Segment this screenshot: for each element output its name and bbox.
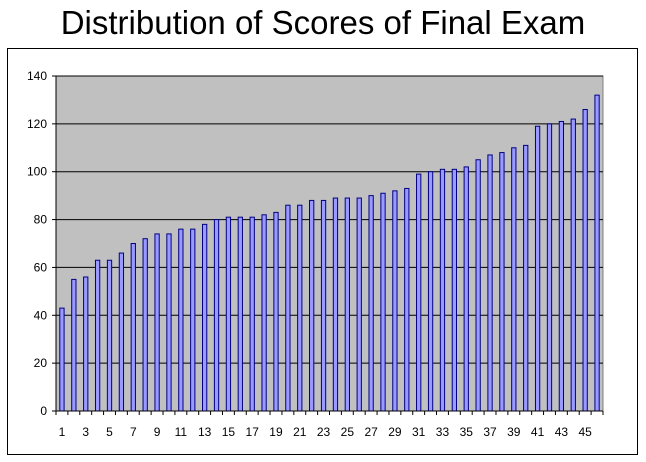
bar	[356, 197, 362, 412]
bar	[368, 195, 374, 412]
bar	[499, 152, 505, 412]
chart-title: Distribution of Scores of Final Exam	[60, 4, 586, 41]
x-tick-label: 15	[222, 425, 236, 439]
x-tick-label: 11	[175, 425, 188, 439]
bar	[320, 199, 327, 412]
x-tick-label: 17	[246, 425, 260, 439]
bar	[380, 192, 386, 412]
x-tick-label: 33	[436, 425, 450, 439]
bar	[154, 233, 160, 412]
x-tick-label: 41	[531, 425, 545, 439]
y-tick-label: 100	[27, 165, 47, 179]
bar	[297, 204, 303, 412]
bar	[439, 168, 446, 412]
bar	[332, 197, 339, 412]
bar	[427, 171, 434, 412]
bar	[94, 259, 101, 412]
y-tick-label: 0	[40, 404, 47, 418]
x-tick-label: 7	[130, 425, 137, 439]
bar	[475, 159, 481, 412]
bar	[582, 109, 588, 412]
bar	[487, 154, 493, 412]
x-tick-label: 21	[293, 425, 307, 439]
x-tick-label: 35	[460, 425, 474, 439]
x-tick-label: 23	[317, 425, 331, 439]
bar	[546, 123, 553, 412]
bar	[83, 276, 89, 412]
bar	[523, 144, 529, 412]
x-tick-label: 39	[507, 425, 521, 439]
bar	[534, 125, 541, 412]
x-tick-label: 19	[269, 425, 283, 439]
bar	[249, 216, 255, 412]
y-tick-label: 80	[34, 213, 48, 227]
x-tick-label: 5	[106, 425, 113, 439]
bar	[202, 223, 208, 412]
x-tick-label: 3	[82, 425, 89, 439]
bar	[558, 120, 565, 412]
x-tick-label: 29	[388, 425, 402, 439]
bar	[285, 204, 291, 412]
bar	[166, 233, 172, 412]
bar	[106, 259, 113, 412]
x-tick-label: 9	[154, 425, 161, 439]
bar	[225, 216, 232, 412]
bar	[404, 187, 410, 412]
bar	[416, 173, 422, 412]
x-tick-label: 13	[198, 425, 212, 439]
bar	[511, 147, 517, 412]
y-tick-label: 20	[34, 356, 48, 370]
bar	[71, 278, 77, 412]
bar	[309, 199, 315, 412]
bars	[59, 94, 600, 412]
plot-area	[55, 75, 604, 412]
bar	[570, 118, 576, 412]
x-tick-label: 25	[341, 425, 355, 439]
bar	[142, 238, 148, 412]
bar	[190, 228, 196, 412]
bar	[451, 168, 458, 412]
x-tick-label: 27	[364, 425, 378, 439]
bar	[178, 228, 184, 412]
x-tick-label: 45	[578, 425, 592, 439]
x-tick-label: 37	[483, 425, 497, 439]
bar	[594, 94, 600, 412]
x-tick-label: 31	[412, 425, 426, 439]
bar	[213, 219, 220, 412]
bar	[273, 211, 279, 412]
y-tick-label: 140	[27, 69, 47, 83]
bar	[392, 190, 398, 412]
y-tick-label: 60	[34, 260, 48, 274]
bar	[59, 307, 65, 412]
bar	[463, 166, 469, 412]
y-tick-label: 40	[34, 308, 48, 322]
bar	[130, 243, 136, 412]
bar	[118, 252, 125, 412]
x-tick-label: 43	[555, 425, 569, 439]
bar	[261, 214, 267, 412]
y-tick-label: 120	[27, 117, 47, 131]
bar	[237, 216, 243, 412]
bar	[344, 197, 350, 412]
x-tick-label: 1	[59, 425, 66, 439]
